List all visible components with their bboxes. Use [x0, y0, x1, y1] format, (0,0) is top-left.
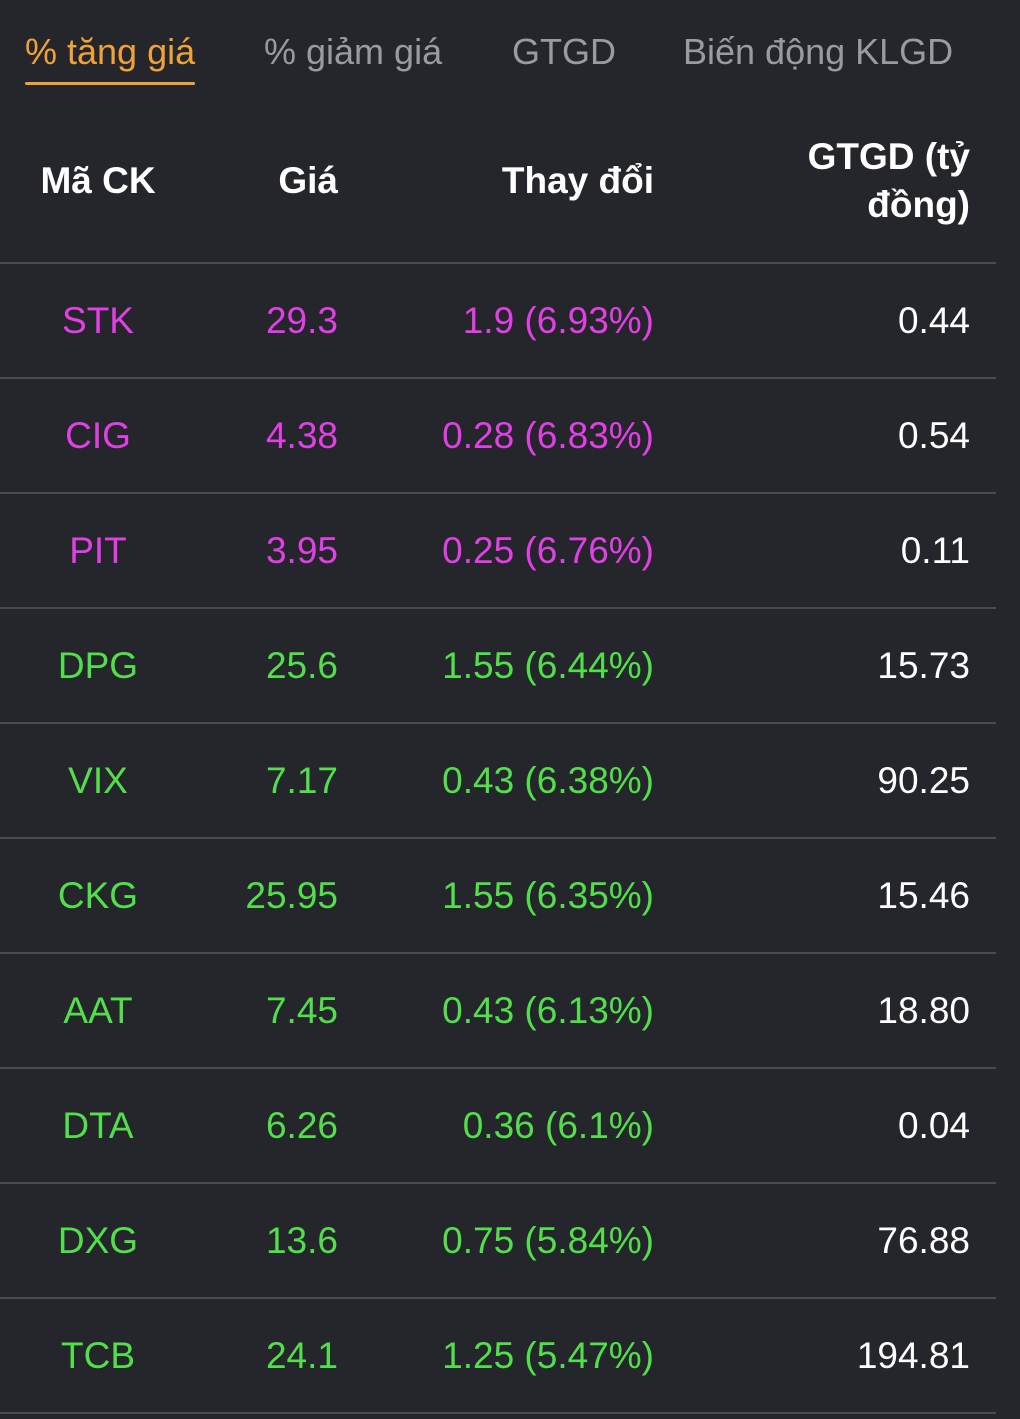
stock-code: VIX [68, 759, 128, 801]
stock-price: 7.17 [265, 759, 338, 801]
active-tab-underline [25, 82, 196, 85]
stock-price: 25.6 [265, 644, 338, 686]
stock-price: 4.38 [265, 414, 338, 456]
header-change: Thay đổi [501, 160, 654, 201]
stock-price: 25.95 [245, 874, 338, 916]
stock-code: DXG [57, 1219, 139, 1261]
table-row[interactable]: TCB 24.1 1.25 (5.47%) 194.81 [0, 1299, 996, 1414]
stock-code: CKG [57, 874, 139, 916]
stock-change: 1.55 (6.35%) [442, 874, 654, 916]
stock-trading-value: 0.44 [897, 299, 970, 341]
stock-trading-value: 0.54 [897, 414, 970, 456]
tab-label: Biến động KLGD [683, 31, 954, 72]
header-code: Mã CK [40, 160, 156, 201]
stock-trading-value: 76.88 [877, 1219, 970, 1261]
stock-trading-value: 18.80 [877, 989, 970, 1031]
table-row[interactable]: DXG 13.6 0.75 (5.84%) 76.88 [0, 1184, 996, 1299]
stock-price: 29.3 [265, 299, 338, 341]
table-row[interactable]: AAT 7.45 0.43 (6.13%) 18.80 [0, 954, 996, 1069]
table-row[interactable]: DPG 25.6 1.55 (6.44%) 15.73 [0, 609, 996, 724]
stock-code: CIG [65, 414, 131, 456]
stock-price: 13.6 [265, 1219, 338, 1261]
table-header: Mã CK Giá Thay đổi GTGD (tỷ đồng) [0, 100, 996, 264]
tab-top-gainers[interactable]: % tăng giá [25, 30, 196, 85]
header-price: Giá [278, 160, 338, 201]
tab-label: % tăng giá [25, 31, 196, 72]
stock-trading-value: 90.25 [877, 759, 970, 801]
stock-trading-value: 15.46 [877, 874, 970, 916]
tab-bar: % tăng giá % giảm giá GTGD Biến động KLG… [0, 0, 1020, 100]
stock-trading-value: 194.81 [856, 1334, 970, 1376]
stock-trading-value: 0.04 [897, 1104, 970, 1146]
stock-change: 0.43 (6.38%) [442, 759, 654, 801]
header-value-label: GTGD (tỷ đồng) [807, 136, 970, 225]
table-row[interactable]: DTA 6.26 0.36 (6.1%) 0.04 [0, 1069, 996, 1184]
tab-top-losers[interactable]: % giảm giá [264, 30, 442, 74]
stock-change: 0.28 (6.83%) [442, 414, 654, 456]
stock-change: 1.55 (6.44%) [442, 644, 654, 686]
stock-change: 0.43 (6.13%) [442, 989, 654, 1031]
stock-code: DTA [62, 1104, 134, 1146]
stock-change: 0.36 (6.1%) [462, 1104, 654, 1146]
stock-change: 1.9 (6.93%) [462, 299, 654, 341]
tab-label: GTGD [512, 31, 616, 72]
stock-trading-value: 15.73 [877, 644, 970, 686]
stock-code: PIT [69, 529, 127, 571]
table-row[interactable]: PIT 3.95 0.25 (6.76%) 0.11 [0, 494, 996, 609]
stock-code: AAT [63, 989, 133, 1031]
table-row[interactable]: STK 29.3 1.9 (6.93%) 0.44 [0, 264, 996, 379]
stock-change: 0.75 (5.84%) [442, 1219, 654, 1261]
stock-price: 7.45 [265, 989, 338, 1031]
table-row[interactable]: VIX 7.17 0.43 (6.38%) 90.25 [0, 724, 996, 839]
stock-price: 3.95 [265, 529, 338, 571]
stock-table: Mã CK Giá Thay đổi GTGD (tỷ đồng) STK 29.… [0, 100, 996, 1414]
tab-volume-change[interactable]: Biến động KLGD [683, 30, 953, 74]
header-value: GTGD (tỷ đồng) [654, 100, 970, 262]
stock-change: 0.25 (6.76%) [442, 529, 654, 571]
table-row[interactable]: CIG 4.38 0.28 (6.83%) 0.54 [0, 379, 996, 494]
table-body: STK 29.3 1.9 (6.93%) 0.44 CIG 4.38 0.28 (6.83%… [0, 264, 996, 1414]
stock-code: STK [62, 299, 134, 341]
stock-change: 1.25 (5.47%) [442, 1334, 654, 1376]
stock-code: TCB [61, 1334, 135, 1376]
stock-code: DPG [57, 644, 139, 686]
table-row[interactable]: CKG 25.95 1.55 (6.35%) 15.46 [0, 839, 996, 954]
stock-trading-value: 0.11 [900, 529, 970, 571]
stock-price: 24.1 [265, 1334, 338, 1376]
tab-label: % giảm giá [264, 31, 443, 72]
tab-trading-value[interactable]: GTGD [512, 30, 616, 74]
stock-price: 6.26 [265, 1104, 338, 1146]
